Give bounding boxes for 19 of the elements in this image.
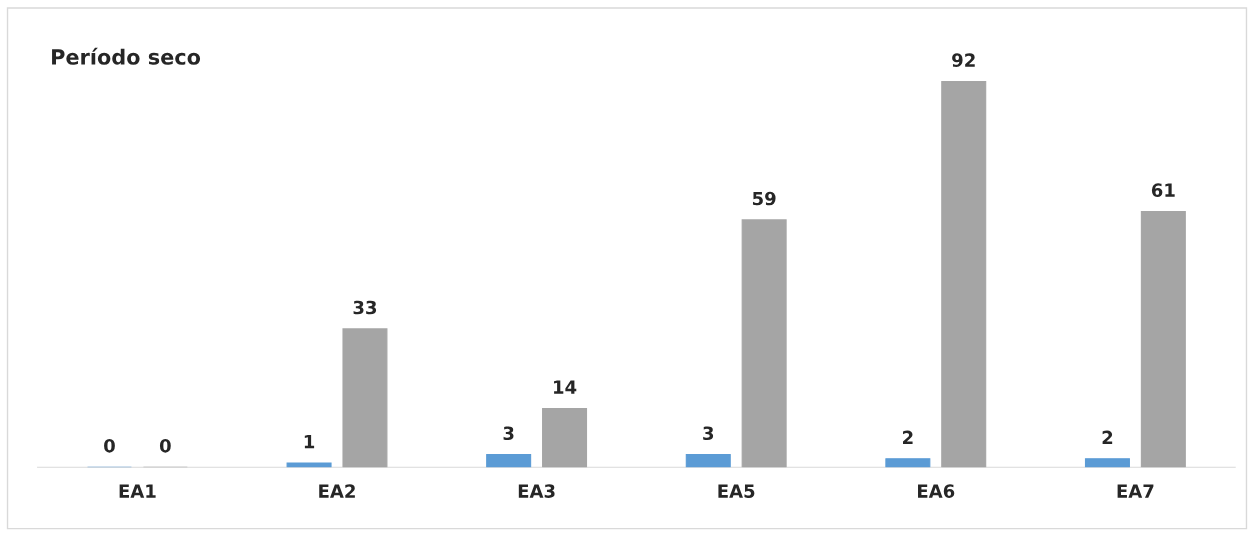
data-label: 1 <box>304 435 315 449</box>
data-label: 61 <box>1151 183 1175 197</box>
x-tick-label: EA7 <box>1117 484 1154 498</box>
data-label: 3 <box>503 426 514 441</box>
x-tick-label: EA1 <box>119 484 156 498</box>
x-tick-label: EA3 <box>518 484 555 498</box>
data-label: 59 <box>752 191 776 206</box>
x-tick-label: EA6 <box>918 484 955 498</box>
x-tick-label: EA2 <box>319 484 355 498</box>
data-label: 0 <box>159 438 171 453</box>
data-label: 0 <box>104 438 115 453</box>
data-label: 2 <box>903 430 913 444</box>
data-label: 3 <box>703 426 714 441</box>
data-label: 92 <box>952 53 975 67</box>
x-tick-label: EA5 <box>718 484 755 498</box>
data-label: 33 <box>353 300 377 315</box>
data-label: 14 <box>554 380 577 394</box>
chart-title: Período seco <box>52 47 201 65</box>
data-label: 2 <box>1102 430 1113 444</box>
